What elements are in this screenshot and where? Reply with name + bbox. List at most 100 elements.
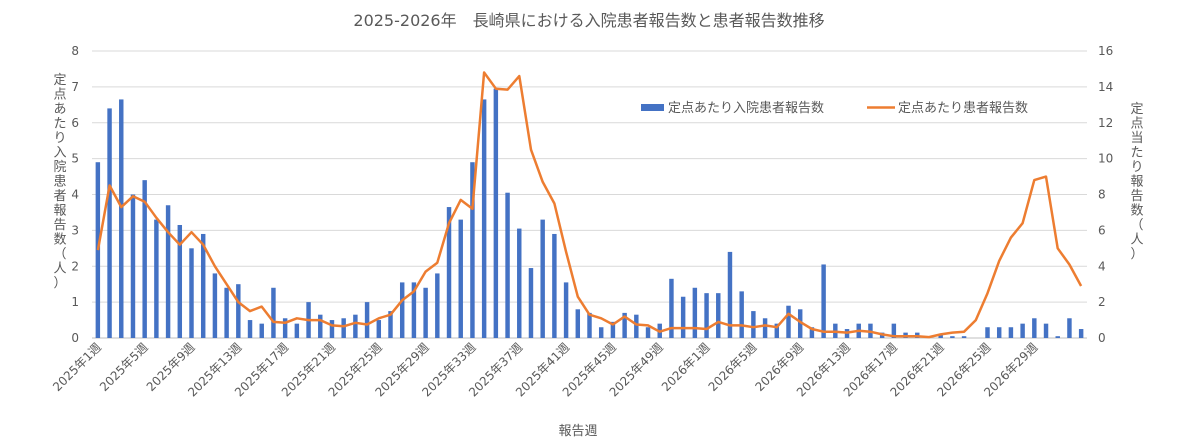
bar <box>751 311 756 338</box>
bar <box>177 224 183 338</box>
bar <box>669 278 674 338</box>
bar <box>154 219 159 338</box>
bar <box>517 228 522 338</box>
bar <box>680 296 686 338</box>
bar <box>364 302 370 338</box>
x-tick-label: 2026年5週 <box>706 340 760 394</box>
bar <box>739 291 744 338</box>
y-right-tick-label: 0 <box>1098 331 1106 345</box>
bar <box>399 282 405 338</box>
bar <box>142 180 147 338</box>
bar <box>622 312 627 338</box>
y-left-tick-label: 3 <box>71 223 79 237</box>
bar <box>587 312 592 338</box>
bar <box>294 323 300 338</box>
y-left-tick-label: 0 <box>71 331 79 345</box>
bar <box>224 287 229 338</box>
bar <box>493 88 499 338</box>
y-right-tick-label: 2 <box>1098 295 1106 309</box>
bar <box>1067 318 1072 338</box>
bar <box>411 282 417 338</box>
y-left-tick-label: 4 <box>71 188 79 202</box>
y-left-tick-label: 6 <box>71 116 79 130</box>
bar <box>552 233 557 338</box>
bar <box>376 320 382 338</box>
y-right-tick-label: 4 <box>1098 259 1106 273</box>
bar <box>458 219 463 338</box>
bar <box>563 282 569 338</box>
bar <box>786 305 791 338</box>
bar <box>282 318 288 338</box>
bar <box>470 162 475 338</box>
bar <box>165 205 171 338</box>
bar <box>1032 318 1037 338</box>
bar <box>950 336 955 338</box>
bar <box>423 287 428 338</box>
legend-swatch-bar <box>641 104 664 111</box>
y-left-tick-label: 7 <box>71 80 79 94</box>
bar <box>259 323 264 338</box>
y-axis-right-title: 定点当たり報告数（人） <box>1130 102 1143 262</box>
bar <box>762 318 768 338</box>
y-right-tick-label: 14 <box>1098 80 1113 94</box>
x-tick-label: 2025年1週 <box>50 340 104 394</box>
bar <box>692 287 698 338</box>
bar <box>318 314 323 338</box>
bar <box>189 248 194 338</box>
y-right-tick-label: 8 <box>1098 188 1106 202</box>
bar <box>481 99 487 339</box>
bar <box>505 192 510 338</box>
bar <box>271 287 276 338</box>
bar <box>645 327 651 338</box>
bar <box>634 314 639 338</box>
bar <box>107 108 112 339</box>
bar <box>435 273 440 338</box>
bar <box>388 311 393 338</box>
bar <box>95 162 101 338</box>
bar <box>610 321 616 338</box>
grid-layer <box>92 50 1087 339</box>
bar-series <box>95 88 1084 339</box>
x-tick-label: 2025年5週 <box>97 340 151 394</box>
bar <box>1078 329 1084 338</box>
line-series <box>96 71 1083 339</box>
axes: 01234567802468101214162025年1週2025年5週2025… <box>50 44 1113 399</box>
bar <box>200 233 206 338</box>
x-axis-title: 報告週 <box>558 424 597 439</box>
bar <box>329 320 335 338</box>
y-right-tick-label: 12 <box>1098 116 1113 130</box>
y-axis-left-title: 定点あたり入院患者報告数（人） <box>53 73 66 291</box>
y-right-tick-label: 6 <box>1098 223 1106 237</box>
line-path <box>96 71 1083 339</box>
bar <box>247 320 253 338</box>
bar <box>716 293 721 338</box>
bar <box>961 336 967 338</box>
y-left-tick-label: 8 <box>71 44 79 58</box>
bar <box>528 268 534 338</box>
y-left-tick-label: 2 <box>71 259 79 273</box>
bar <box>353 314 358 338</box>
bar <box>891 323 897 338</box>
bar <box>130 194 136 338</box>
bar <box>821 264 826 338</box>
bar <box>996 327 1002 338</box>
bar <box>1043 323 1049 338</box>
legend-label-line: 定点あたり患者報告数 <box>898 101 1028 116</box>
bar <box>1055 336 1060 338</box>
bar <box>540 219 545 338</box>
legend: 定点あたり入院患者報告数 定点あたり患者報告数 <box>641 101 1028 116</box>
y-left-tick-label: 1 <box>71 295 79 309</box>
y-left-tick-label: 5 <box>71 152 79 166</box>
bar <box>446 207 452 338</box>
bar <box>575 309 581 338</box>
bar <box>1020 323 1025 338</box>
chart-title: 2025-2026年 長崎県における入院患者報告数と患者報告数推移 <box>353 11 824 30</box>
bar <box>985 327 990 338</box>
bar <box>774 323 780 338</box>
bar <box>236 284 241 338</box>
bar <box>938 334 943 338</box>
bar <box>809 327 815 338</box>
bar <box>341 318 346 338</box>
